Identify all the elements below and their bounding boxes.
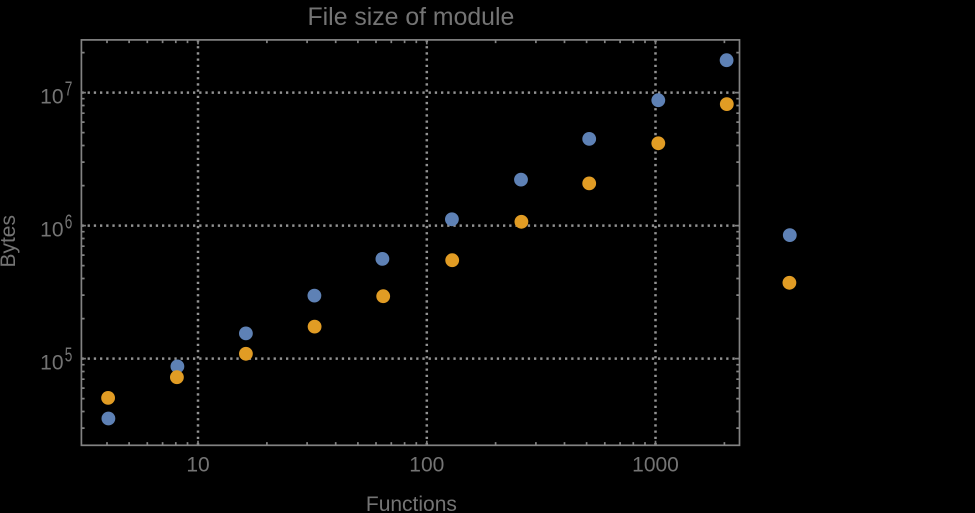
- svg-text:5: 5: [65, 344, 73, 366]
- svg-text:10: 10: [40, 85, 63, 108]
- svg-text:Bytes: Bytes: [0, 215, 20, 268]
- svg-text:File size of module: File size of module: [308, 4, 515, 31]
- svg-text:1000: 1000: [632, 454, 679, 477]
- svg-text:10: 10: [186, 454, 209, 477]
- svg-text:6: 6: [65, 211, 73, 233]
- svg-text:10: 10: [40, 218, 63, 241]
- svg-text:10: 10: [40, 351, 63, 374]
- svg-text:100: 100: [409, 454, 444, 477]
- svg-text:Functions: Functions: [366, 493, 457, 513]
- svg-text:7: 7: [65, 78, 73, 100]
